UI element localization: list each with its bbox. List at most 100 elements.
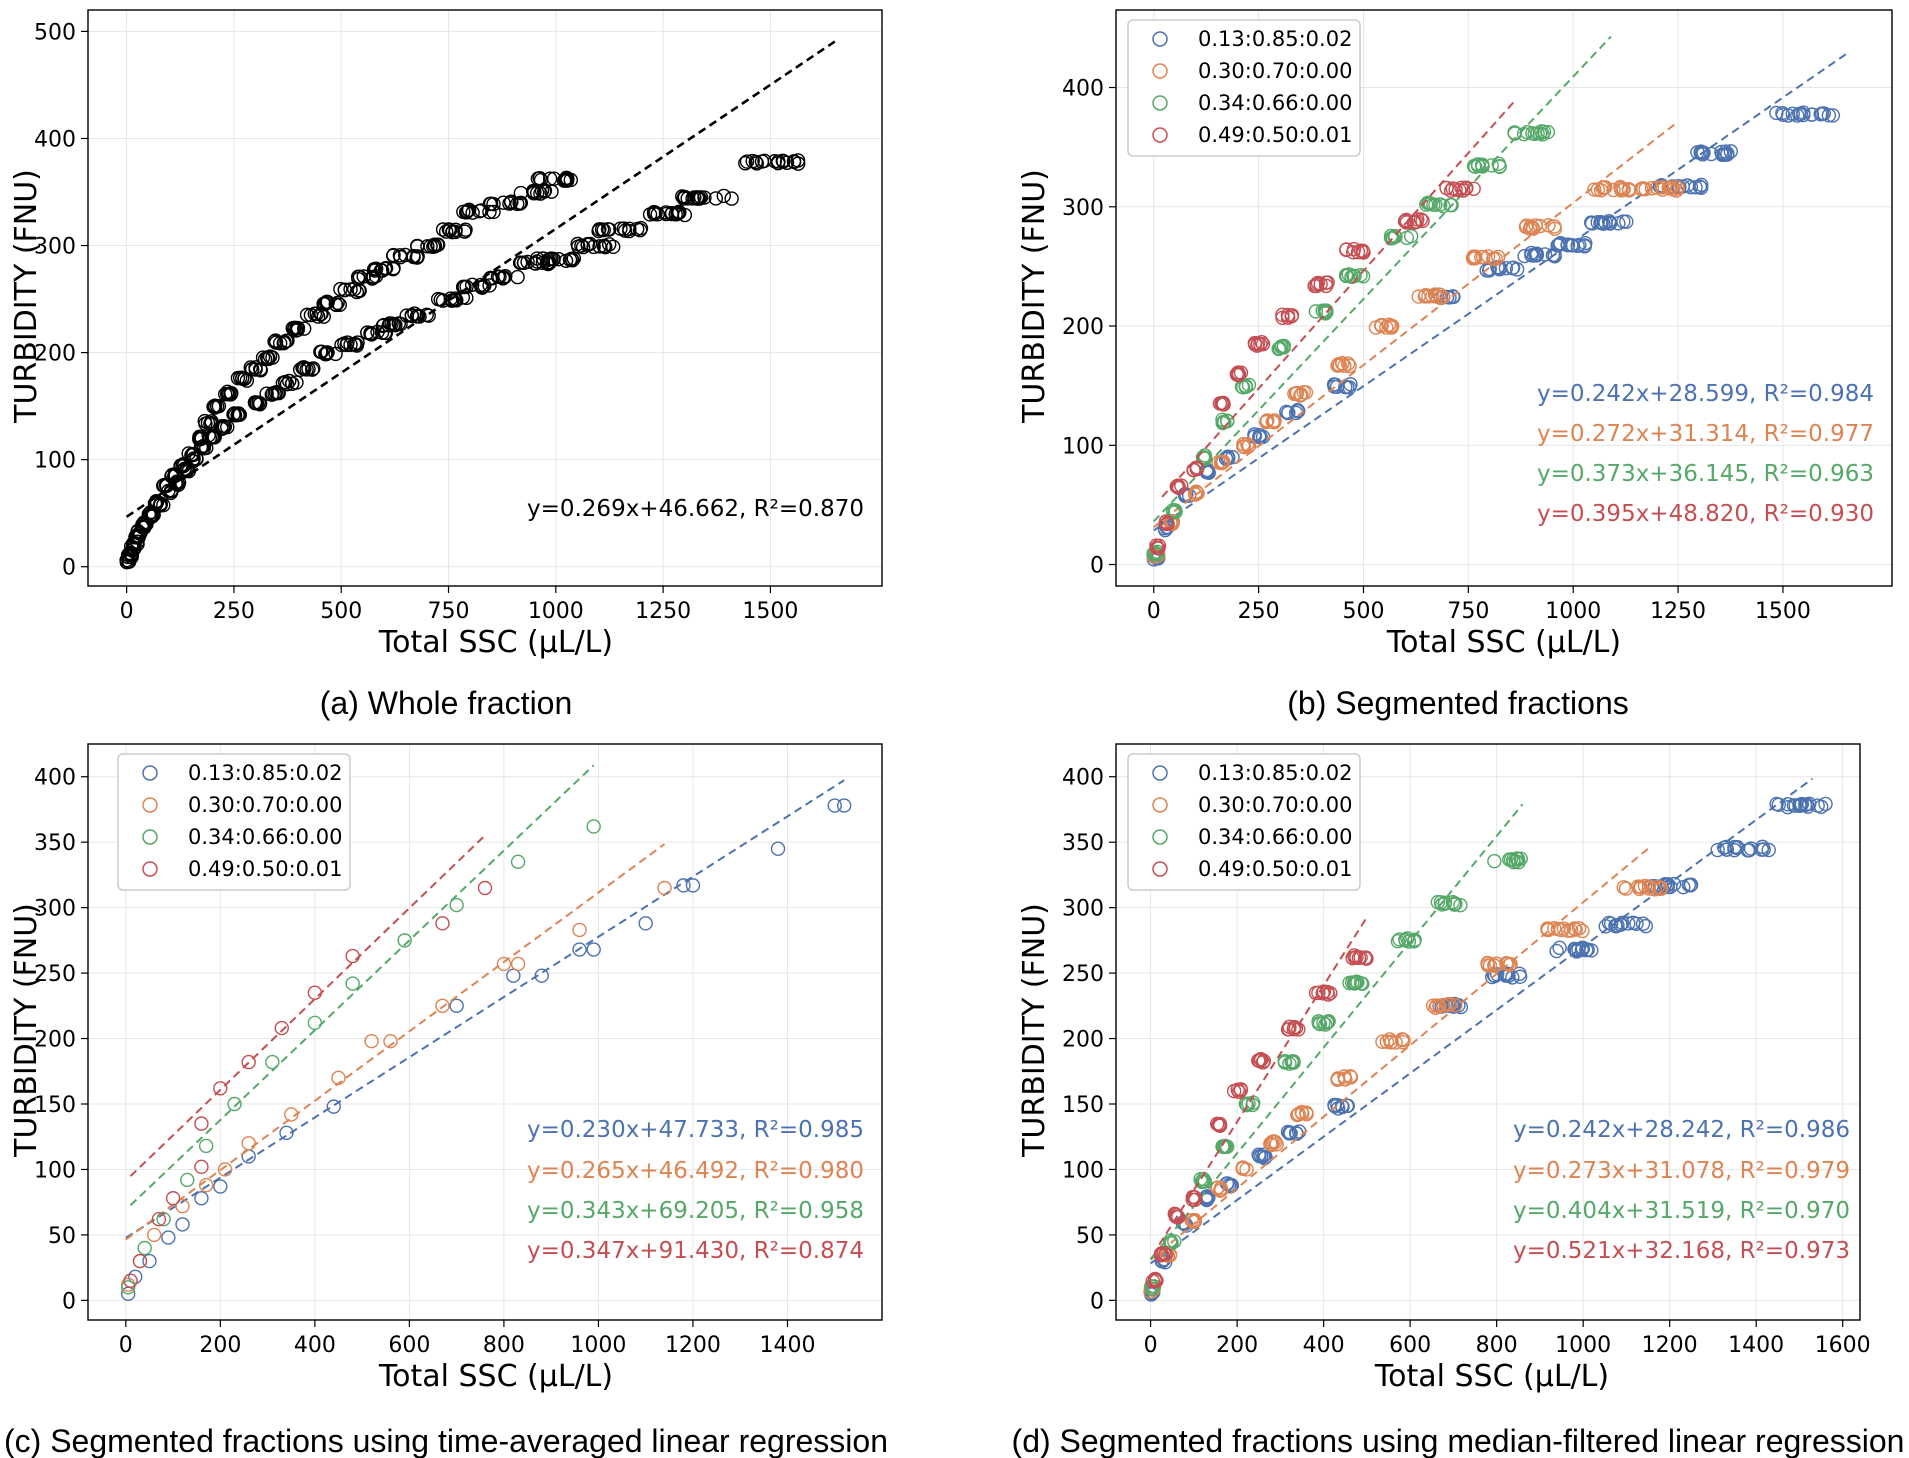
panel-a-series-0-point-147	[391, 316, 407, 331]
panel-a-xtick-label-5: 1250	[635, 599, 691, 624]
panel-d-series-1-point-56	[1388, 1035, 1403, 1050]
panel-b-series-0-point-145	[1825, 108, 1841, 123]
panel-b-equation-3: y=0.395x+48.820, R²=0.930	[1537, 501, 1874, 527]
panel-d-legend-label-1: 0.30:0.70:0.00	[1198, 793, 1352, 817]
panel-a-series-0-point-370	[220, 384, 235, 400]
panel-d-series-1-point-20	[1212, 1183, 1228, 1198]
panel-b-series-3-point-75	[1454, 180, 1469, 196]
panel-a-series-0-point-339	[176, 458, 191, 474]
panel-d-series-1	[1143, 847, 1669, 1299]
panel-a-series-0-point-433	[333, 281, 348, 297]
panel-b-series-1-point-47	[1332, 358, 1348, 373]
panel-b-legend-label-2: 0.34:0.66:0.00	[1198, 91, 1352, 115]
panel-d-series-3-point-53	[1316, 984, 1332, 999]
panel-b-series-3-point-19	[1189, 460, 1205, 475]
panel-d-xtick-label-2: 400	[1303, 1333, 1345, 1358]
panel-c-equation-1: y=0.265x+46.492, R²=0.980	[527, 1158, 864, 1184]
panel-c-series-0-point-17	[685, 878, 701, 893]
panel-c-equation-0: y=0.230x+47.733, R²=0.985	[527, 1117, 864, 1143]
panel-a-series-0-point-502	[503, 194, 519, 210]
panel-b-series-1-point-101	[1596, 180, 1612, 195]
panel-d-series-0-point-118	[1761, 842, 1776, 858]
panel-b-legend-marker-2	[1152, 95, 1168, 111]
panel-a-ytick-label-3: 300	[34, 235, 76, 260]
panel-d-legend-marker-2	[1152, 829, 1168, 845]
panel-a-ylabel: TURBIDITY (FNU)	[9, 169, 44, 424]
panel-c-series-0-point-19	[827, 798, 842, 813]
panel-a-series-0-point-452	[368, 261, 384, 276]
panel-c-series-0-point-16	[676, 878, 691, 893]
panel-b-series-0-point-89	[1577, 238, 1592, 253]
panel-a-ytick-label-0: 0	[62, 556, 76, 581]
panel-a-series-0-point-228	[575, 239, 591, 255]
panel-a-ytick-label-5: 500	[34, 20, 76, 45]
panel-b-caption: (b) Segmented fractions	[1287, 685, 1629, 721]
panel-a-caption: (a) Whole fraction	[320, 685, 573, 721]
panel-b-series-0-point-153	[1804, 107, 1819, 122]
panel-d-series-1-point-33	[1266, 1134, 1281, 1149]
panel-b-series-2-point-92	[1525, 126, 1540, 141]
panel-a-series-0-point-190	[510, 269, 525, 285]
panel-d-series-3	[1145, 916, 1374, 1289]
panel-a-frame	[87, 9, 883, 587]
panel-b-series-1-point-41	[1337, 358, 1352, 373]
panel-c-xtick-label-3: 600	[388, 1333, 430, 1358]
panel-d-series-2-point-14	[1193, 1172, 1208, 1187]
panel-d-series-2-point-77	[1506, 854, 1521, 870]
panel-c-series-2-point-11	[510, 854, 526, 870]
panel-b-series-1-point-33	[1260, 413, 1275, 428]
panel-a-series-0-point-406	[288, 323, 304, 338]
panel-d-frame	[1115, 743, 1861, 1321]
panel-c-series-3-fit-line	[129, 834, 486, 1177]
panel-a-series-0-point-176	[474, 280, 489, 295]
panel-d-legend-box	[1127, 753, 1361, 891]
panel-b-series-0-point-94	[1552, 237, 1568, 252]
panel-b-series-1-point-59	[1411, 289, 1426, 304]
panel-a-series-0-point-129	[334, 337, 349, 353]
panel-b-series-1-point-64	[1427, 287, 1443, 302]
panel-c-xtick-label-0: 0	[119, 1333, 133, 1358]
panel-a-series-0-point-352	[193, 429, 209, 445]
panel-a-series-0-point-180	[457, 279, 472, 295]
panel-d: 0 200 400 600 800 1000 1200 1400 1600 0 50 100 150 20…	[1012, 743, 1904, 1458]
panel-d-series-1-point-99	[1653, 881, 1669, 896]
panel-b-series-3-point-82	[1452, 183, 1467, 198]
panel-c-series-1-point-3	[175, 1198, 190, 1214]
panel-d-series-1-point-39	[1290, 1107, 1305, 1123]
panel-a-series-0-point-487	[460, 204, 475, 219]
panel-a-ytick-label-2: 200	[34, 342, 76, 367]
panel-c-series-2-point-3	[180, 1172, 195, 1188]
panel-b-series-1-point-32	[1266, 415, 1282, 430]
panel-c-ytick-label-0: 0	[62, 1289, 76, 1314]
panel-d-series-1-point-14	[1185, 1214, 1201, 1229]
panel-d-series-1-point-48	[1343, 1070, 1359, 1085]
panel-d-series-0-point-136	[1769, 796, 1784, 812]
panel-a-series-0-point-96	[259, 386, 274, 401]
panel-b-series-3-point-59	[1345, 245, 1361, 260]
panel-c-series-1-point-9	[364, 1033, 379, 1049]
panel-c-xtick-label-2: 400	[294, 1333, 336, 1358]
panel-b-xtick-label-2: 500	[1342, 599, 1384, 624]
panel-b-series-0-point-69	[1509, 262, 1525, 277]
panel-b-series-0-point-147	[1775, 107, 1791, 122]
panel-b-series-3	[1149, 100, 1516, 556]
panel-c-legend-label-2: 0.34:0.66:0.00	[188, 825, 342, 849]
panel-d-series-1-point-88	[1571, 921, 1587, 936]
panel-d-series-1-fit-line	[1149, 847, 1649, 1261]
panel-b-series-0-point-60	[1498, 260, 1514, 276]
panel-c-ytick-label-3: 150	[34, 1093, 76, 1118]
panel-a-series-0-point-247	[642, 207, 658, 222]
panel-d-series-3-point-8	[1156, 1245, 1171, 1261]
panel-a-xtick-label-4: 1000	[528, 599, 584, 624]
panel-b-ytick-label-3: 300	[1062, 196, 1104, 221]
panel-a-series-0-point-324	[149, 495, 164, 510]
panel-b-series-2-point-93	[1534, 124, 1549, 139]
panel-b-series-1-point-73	[1475, 249, 1491, 265]
panel-c-series-3	[123, 834, 493, 1288]
panel-b-ylabel: TURBIDITY (FNU)	[1017, 169, 1052, 424]
panel-a-series-0-point-256	[648, 205, 663, 220]
panel-b-xtick-label-5: 1250	[1650, 599, 1706, 624]
panel-c-xtick-label-7: 1400	[759, 1333, 815, 1358]
panel-a-series-0-point-229	[602, 237, 617, 252]
panel-d-series-0-fit-line	[1150, 777, 1814, 1265]
